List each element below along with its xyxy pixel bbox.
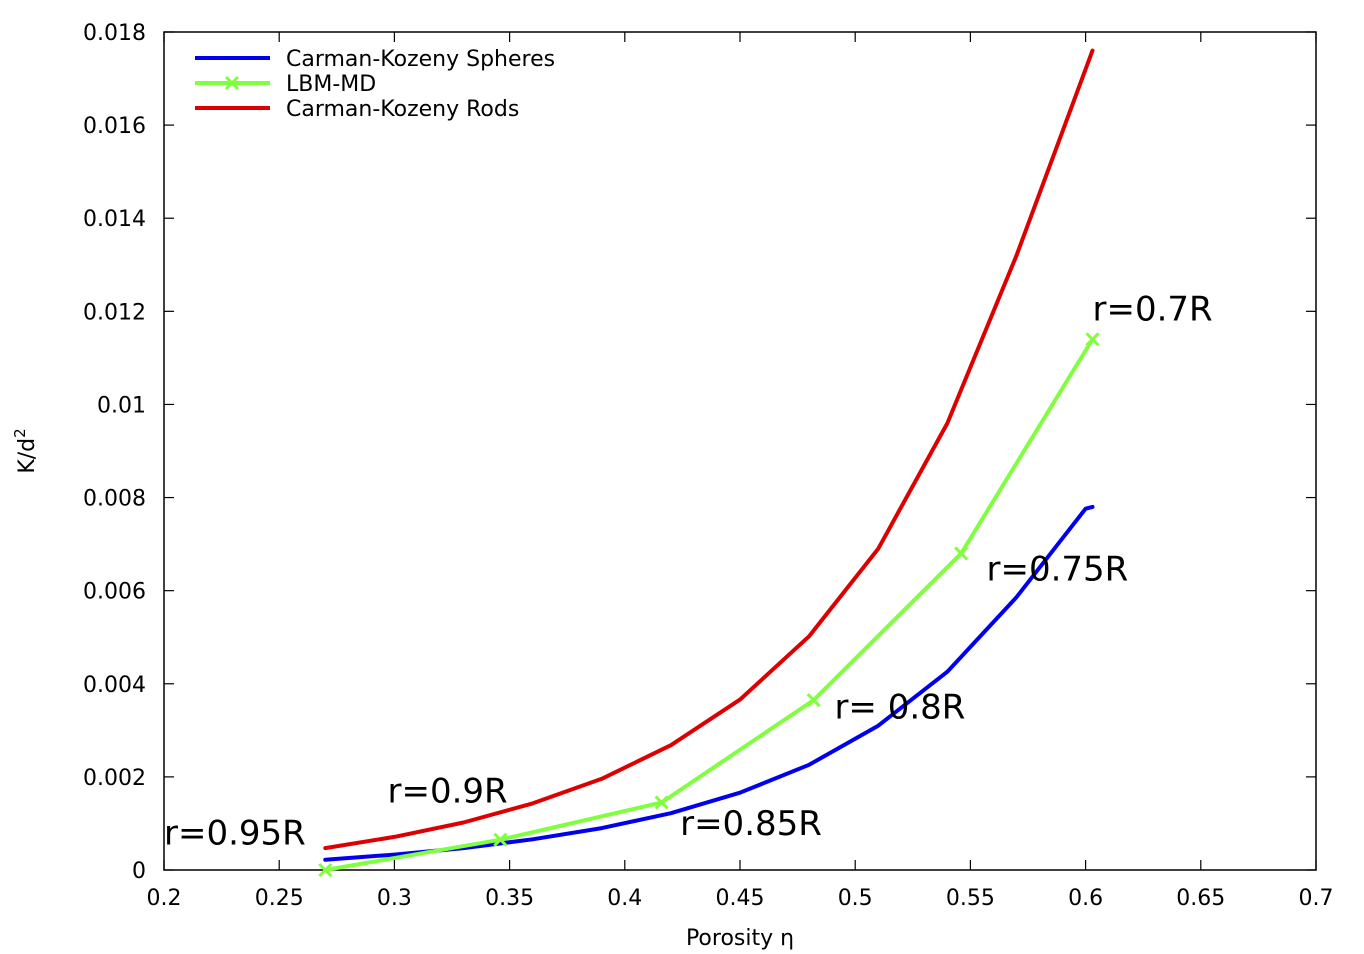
- data-point-lbm-md: [954, 546, 969, 561]
- x-tick-label: 0.25: [255, 886, 304, 911]
- series-line-lbm-md: [323, 337, 1095, 872]
- y-axis-label-sup: 2: [11, 428, 29, 438]
- data-point-lbm-md: [1085, 332, 1100, 347]
- y-tick-label: 0.012: [83, 300, 146, 325]
- annotation-label: r=0.75R: [987, 549, 1129, 589]
- legend: Carman-Kozeny SpheresLBM-MDCarman-Kozeny…: [195, 47, 555, 122]
- annotation-label: r=0.7R: [1093, 290, 1213, 330]
- y-axis-label: K/d2: [11, 428, 40, 473]
- legend-marker: [224, 75, 240, 91]
- legend-label: Carman-Kozeny Rods: [286, 97, 519, 122]
- x-axis-label: Porosity η: [686, 926, 794, 951]
- y-tick-label: 0.018: [83, 21, 146, 46]
- x-tick-label: 0.65: [1176, 886, 1225, 911]
- series-line-carman-kozeny-rods: [323, 48, 1095, 851]
- series-lines: [318, 48, 1100, 878]
- legend-label: Carman-Kozeny Spheres: [286, 47, 555, 72]
- annotation-label: r=0.85R: [680, 804, 822, 844]
- data-point-lbm-md: [654, 795, 669, 810]
- annotation-label: r=0.9R: [387, 771, 507, 811]
- annotation-label: r=0.95R: [164, 813, 306, 853]
- x-tick-label: 0.35: [485, 886, 534, 911]
- data-point-lbm-md: [806, 693, 821, 708]
- annotations: r=0.95R r=0.9R r=0.85R r= 0.8R r=0.75R r=0.7R: [164, 290, 1213, 854]
- x-tick-label: 0.5: [838, 886, 873, 911]
- y-tick-label: 0.002: [83, 766, 146, 791]
- y-tick-label: 0.016: [83, 114, 146, 139]
- y-tick-label: 0.008: [83, 487, 146, 512]
- x-tick-label: 0.2: [147, 886, 182, 911]
- data-point-lbm-md: [493, 832, 508, 847]
- y-tick-label: 0: [132, 859, 146, 884]
- x-tick-label: 0.6: [1068, 886, 1103, 911]
- x-tick-label: 0.45: [716, 886, 765, 911]
- x-tick-label: 0.55: [946, 886, 995, 911]
- x-tick-label: 0.7: [1299, 886, 1334, 911]
- x-tick-label: 0.4: [607, 886, 642, 911]
- legend-label: LBM-MD: [286, 72, 376, 97]
- x-tick-label: 0.3: [377, 886, 412, 911]
- y-tick-label: 0.006: [83, 580, 146, 605]
- y-tick-label: 0.004: [83, 673, 146, 698]
- y-tick-label: 0.014: [83, 207, 146, 232]
- plot-frame: [163, 31, 1317, 871]
- y-tick-label: 0.01: [97, 393, 146, 418]
- data-point-lbm-md: [318, 862, 333, 878]
- annotation-label: r= 0.8R: [834, 688, 965, 728]
- y-axis-label-base: K/d: [15, 438, 40, 474]
- axis-ticks: 0.2 0.25 0.3 0.35 0.4 0.45 0.5 0.55 0.6 0.65 0.7 0 0…: [83, 21, 1333, 911]
